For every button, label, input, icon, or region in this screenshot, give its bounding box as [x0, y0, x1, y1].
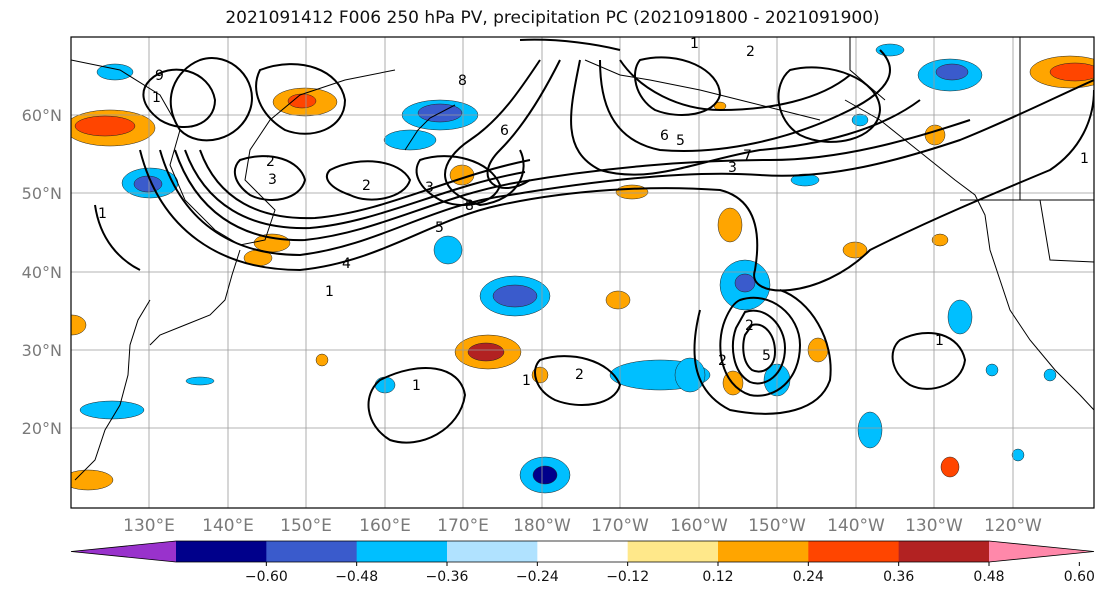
- precipitation-anomalies: [71, 43, 1094, 494]
- colorbar-tick-label: 0.12: [702, 569, 733, 585]
- lon-label: 150°E: [280, 516, 332, 536]
- contour-label: 2: [718, 353, 727, 369]
- lon-label: 150°W: [748, 516, 806, 536]
- contour-labels: 1 2 3 9 8 6 5 4 1 2 1 8 3 6 5 7 2 3 5 2 …: [98, 36, 1089, 394]
- lon-label: 140°E: [202, 516, 254, 536]
- contour-label: 5: [762, 348, 771, 364]
- contour-label: 2: [362, 178, 371, 194]
- contour-label: 5: [676, 133, 685, 149]
- contour-label: 1: [412, 378, 421, 394]
- contour-label: 3: [425, 180, 434, 196]
- colorbar-tick-label: −0.48: [335, 569, 378, 585]
- contour-label: 3: [728, 160, 737, 176]
- graticule: [71, 37, 1094, 508]
- lat-label: 20°N: [22, 419, 62, 438]
- colorbar-segment: [718, 541, 809, 562]
- lon-label: 170°W: [591, 516, 649, 536]
- colorbar-tick-label: −0.60: [245, 569, 288, 585]
- colorbar-extend-high: [989, 541, 1094, 562]
- colorbar-tick-label: 0.24: [793, 569, 824, 585]
- contour-label: 1: [1080, 151, 1089, 167]
- colorbar-tick-label: −0.36: [426, 569, 469, 585]
- contour-label: 2: [575, 367, 584, 383]
- colorbar-segment: [537, 541, 629, 562]
- colorbar-segment: [808, 541, 900, 562]
- lat-label: 40°N: [22, 263, 62, 282]
- colorbar-tick-label: −0.12: [606, 569, 649, 585]
- colorbar-tick-label: −0.24: [516, 569, 559, 585]
- lon-label: 160°W: [670, 516, 728, 536]
- contour-label: 3: [268, 172, 277, 188]
- colorbar-segment: [898, 541, 990, 562]
- lon-label: 170°E: [437, 516, 489, 536]
- colorbar-extend-low: [71, 541, 176, 562]
- map-frame: [70, 36, 1095, 509]
- contour-label: 7: [743, 148, 752, 164]
- lon-label: 140°W: [827, 516, 885, 536]
- colorbar-segment: [176, 541, 267, 562]
- contour-label: 9: [155, 68, 164, 84]
- lon-label: 130°W: [905, 516, 963, 536]
- lon-label: 120°W: [984, 516, 1042, 536]
- lon-label: 160°E: [359, 516, 411, 536]
- contour-label: 2: [746, 44, 755, 60]
- contour-label: 8: [465, 198, 474, 214]
- contour-label: 1: [98, 206, 107, 222]
- colorbar-outline: [70, 540, 1095, 563]
- coastlines: [71, 37, 1094, 481]
- contour-label: 5: [435, 220, 444, 236]
- contour-label: 2: [745, 318, 754, 334]
- contour-label: 1: [935, 333, 944, 349]
- pv-contours: [94, 38, 1094, 444]
- longitude-labels: 130°E 140°E 150°E 160°E 170°E 180°W 170°…: [123, 516, 1042, 536]
- colorbar: −0.60 −0.48 −0.36 −0.24 −0.12 0.12 0.24 0.36 0.4…: [70, 540, 1095, 585]
- contour-label: 1: [690, 36, 699, 52]
- contour-label: 8: [458, 73, 467, 89]
- colorbar-tick-label: 0.36: [883, 569, 914, 585]
- colorbar-segment: [266, 541, 358, 562]
- contour-label: 6: [500, 123, 509, 139]
- colorbar-tick-label: 0.48: [973, 569, 1004, 585]
- contour-label: 4: [342, 256, 351, 272]
- contour-label: 1: [152, 90, 161, 106]
- lon-label: 180°W: [513, 516, 571, 536]
- lon-label: 130°E: [123, 516, 175, 536]
- latitude-labels: 60°N 50°N 40°N 30°N 20°N: [22, 106, 62, 438]
- contour-label: 1: [325, 284, 334, 300]
- contour-label: 1: [522, 373, 531, 389]
- contour-label: 2: [266, 154, 275, 170]
- colorbar-tick-label: 0.60: [1064, 569, 1095, 585]
- contour-label: 6: [660, 128, 669, 144]
- colorbar-segment: [627, 541, 719, 562]
- lat-label: 50°N: [22, 184, 62, 203]
- map-title: 2021091412 F006 250 hPa PV, precipitatio…: [225, 8, 880, 28]
- lat-label: 60°N: [22, 106, 62, 125]
- colorbar-segment: [447, 541, 538, 562]
- colorbar-segment: [356, 541, 448, 562]
- lat-label: 30°N: [22, 341, 62, 360]
- map-background: [71, 37, 1094, 508]
